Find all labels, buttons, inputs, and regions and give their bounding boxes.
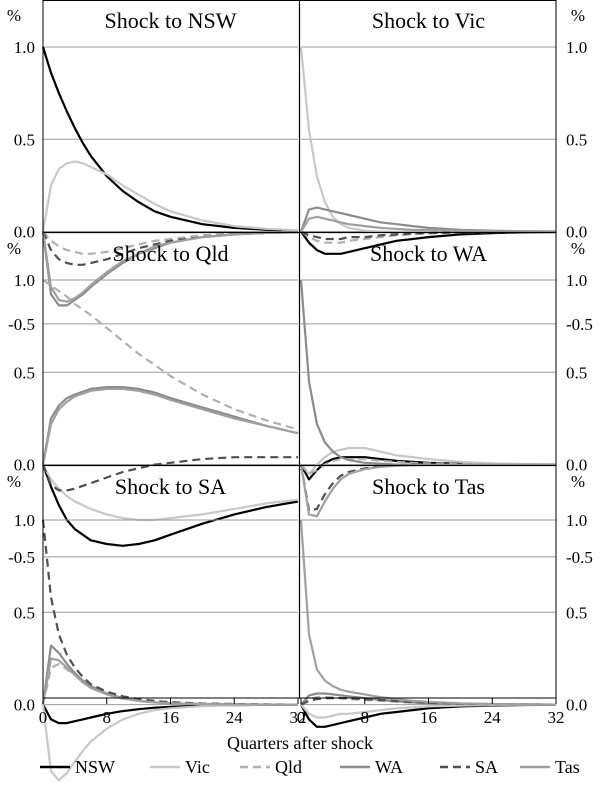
x-tick-label: 8 [361,708,370,727]
y-tick-label: -0.5 [8,315,35,334]
y-unit-label: % [7,6,21,25]
series-line-qld [42,279,299,431]
legend-label-sa: SA [475,757,498,777]
panel-title-shock-to-tas: Shock to Tas [372,474,485,499]
panel-title-shock-to-vic: Shock to Vic [372,8,485,33]
y-tick-label: 0.5 [14,130,35,149]
series-line-vic [41,703,299,782]
series-line-vic [300,446,557,475]
y-tick-label: 0.0 [14,223,35,242]
series-line-tas [299,463,556,518]
panel-title-shock-to-nsw: Shock to NSW [105,8,237,33]
series-line-tas [41,387,299,465]
series-line-vic [42,464,299,522]
y-tick-label: 1.0 [14,511,35,530]
y-tick-label: 0.0 [14,696,35,715]
series-line-qld [300,458,556,475]
y-tick-label: -0.5 [8,548,35,567]
y-tick-label: 0.5 [566,130,587,149]
x-tick-label: 32 [290,708,307,727]
legend-label-tas: Tas [555,757,580,777]
x-tick-label: 24 [484,708,502,727]
series-line-wa [299,206,557,233]
series-line-tas [41,231,299,303]
series-line-tas [41,657,298,706]
panel-title-shock-to-sa: Shock to SA [115,474,226,499]
x-axis-label: Quarters after shock [227,733,373,753]
y-tick-label: 1.0 [566,38,587,57]
x-tick-label: 32 [548,708,565,727]
y-tick-label: 0.0 [566,696,587,715]
series-line-vic [41,160,299,232]
series-line-wa [41,386,299,465]
x-tick-label: 8 [103,708,112,727]
series-line-sa [41,456,298,492]
y-tick-label: -0.5 [566,548,593,567]
y-tick-label: 0.0 [566,223,587,242]
panel-title-shock-to-qld: Shock to Qld [112,241,228,266]
panel-title-shock-to-wa: Shock to WA [370,241,487,266]
series-line-nsw [300,230,557,255]
y-tick-label: 0.0 [566,456,587,475]
y-tick-label: 1.0 [14,271,35,290]
y-tick-label: 1.0 [14,38,35,57]
series-line-nsw [41,464,299,547]
y-unit-label: % [571,239,585,258]
y-tick-label: -0.5 [566,315,593,334]
y-tick-label: 0.5 [14,603,35,622]
x-tick-label: 0 [39,708,48,727]
x-tick-label: 16 [162,708,179,727]
y-tick-label: 0.5 [566,603,587,622]
legend-label-nsw: NSW [75,757,115,777]
series-line-tas [299,519,557,706]
y-unit-label: % [7,472,21,491]
y-tick-label: 1.0 [566,271,587,290]
series-line-nsw [41,46,299,232]
x-tick-label: 16 [420,708,437,727]
series-line-qld [42,230,299,255]
x-tick-label: 24 [226,708,244,727]
y-tick-label: 0.5 [566,363,587,382]
legend-label-vic: Vic [185,757,210,777]
y-unit-label: % [571,472,585,491]
series-line-vic [300,703,557,719]
y-unit-label: % [571,6,585,25]
y-tick-label: 0.0 [14,456,35,475]
y-tick-label: 1.0 [566,511,587,530]
y-unit-label: % [7,239,21,258]
legend-label-qld: Qld [275,757,302,777]
y-tick-label: 0.5 [14,363,35,382]
x-tick-label: 0 [297,708,306,727]
series-line-tas [300,215,557,233]
legend-label-wa: WA [375,757,403,777]
